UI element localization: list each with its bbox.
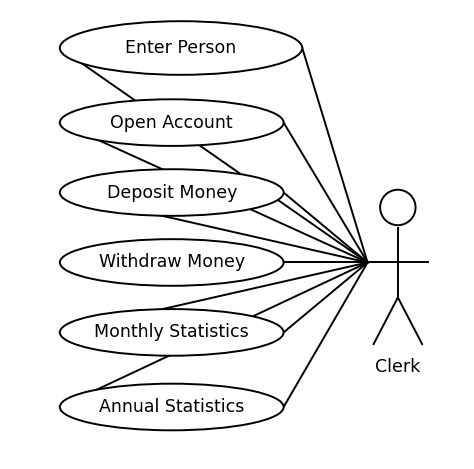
Circle shape <box>380 190 416 225</box>
Text: Clerk: Clerk <box>375 358 420 376</box>
Ellipse shape <box>60 169 283 216</box>
Text: Open Account: Open Account <box>110 113 233 132</box>
Ellipse shape <box>60 99 283 146</box>
Text: Withdraw Money: Withdraw Money <box>99 253 245 272</box>
Ellipse shape <box>60 21 302 75</box>
Ellipse shape <box>60 384 283 431</box>
Text: Monthly Statistics: Monthly Statistics <box>94 324 249 341</box>
Text: Annual Statistics: Annual Statistics <box>99 398 245 416</box>
Ellipse shape <box>60 309 283 356</box>
Ellipse shape <box>60 239 283 286</box>
Text: Enter Person: Enter Person <box>126 39 237 57</box>
Text: Deposit Money: Deposit Money <box>107 183 237 202</box>
